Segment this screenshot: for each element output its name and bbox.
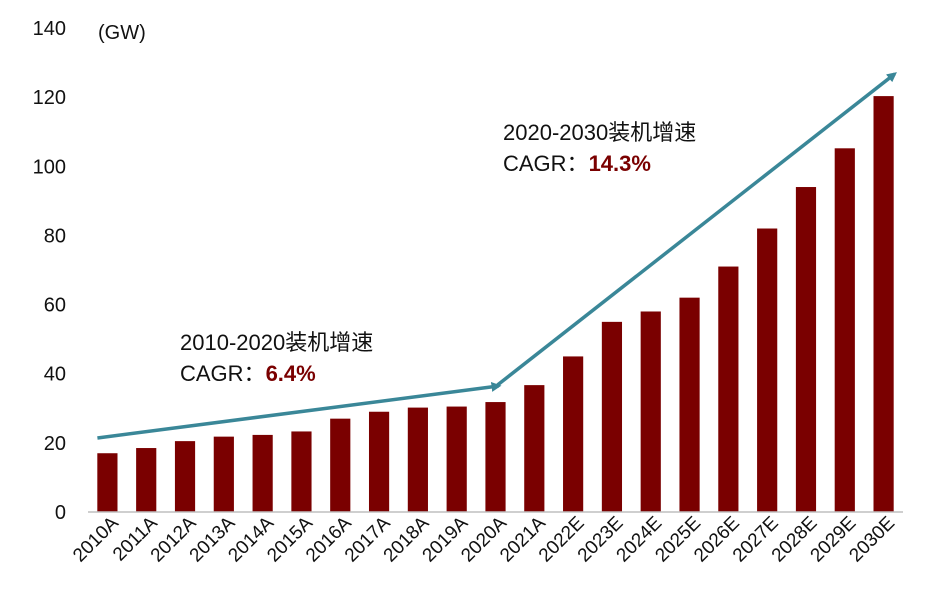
bar-2024E <box>640 311 661 512</box>
bar-2012A <box>174 441 196 512</box>
annotation-2010-2020: 2010-2020装机增速 CAGR：6.4% <box>180 327 373 389</box>
y-axis-ticks: 0 20 40 60 80 100 120 140 <box>33 18 66 524</box>
annotation-2010-2020-title: 2010-2020装机增速 <box>180 330 374 355</box>
bar-2018A <box>407 407 428 512</box>
bar-2029E <box>834 148 855 512</box>
bar-2022E <box>563 356 584 512</box>
annotation-2010-2020-cagr-value: 6.4% <box>265 361 316 386</box>
bar-2011A <box>136 448 157 512</box>
y-tick-label: 140 <box>33 18 66 40</box>
bar-2010A <box>97 453 118 512</box>
annotation-2020-2030-cagr-value: 14.3% <box>588 151 651 176</box>
bar-2027E <box>757 228 778 512</box>
bar-2023E <box>601 321 623 512</box>
x-axis-ticks: 2010A2011A2012A2013A2014A2015A2016A2017A… <box>69 512 899 566</box>
y-tick-label: 80 <box>44 225 66 247</box>
annotation-2020-2030-cagr: CAGR：14.3% <box>503 148 696 179</box>
y-tick-label: 120 <box>33 87 66 109</box>
y-tick-label: 20 <box>44 433 66 455</box>
y-tick-label: 100 <box>33 156 66 178</box>
bar-2020A <box>485 402 506 512</box>
bar-2019A <box>446 406 467 512</box>
bar-2030E <box>873 96 894 512</box>
bar-2016A <box>330 418 351 512</box>
bar-2014A <box>252 434 273 512</box>
bar-2021A <box>524 385 545 512</box>
trend-arrows <box>97 72 897 440</box>
annotation-2020-2030-title: 2020-2030装机增速 <box>503 120 697 145</box>
bar-2026E <box>718 266 739 512</box>
bar-2017A <box>368 411 390 512</box>
annotation-2010-2020-cagr-label: CAGR： <box>180 361 266 386</box>
y-tick-label: 40 <box>44 364 66 386</box>
bars <box>97 96 894 512</box>
annotation-2020-2030: 2020-2030装机增速 CAGR：14.3% <box>503 117 696 179</box>
unit-label: (GW) <box>98 22 146 44</box>
bar-2015A <box>291 431 312 512</box>
bar-2028E <box>795 187 817 512</box>
trend-arrow-2020-2030 <box>496 72 897 387</box>
annotation-2020-2030-cagr-label: CAGR： <box>503 151 589 176</box>
bar-2025E <box>679 297 700 512</box>
x-tick-label: 2010A <box>69 512 123 566</box>
bar-2013A <box>213 436 234 512</box>
annotation-2010-2020-cagr: CAGR：6.4% <box>180 358 373 389</box>
trend-arrow-2010-2020 <box>97 381 502 440</box>
y-tick-label: 60 <box>44 295 66 317</box>
y-tick-label: 0 <box>55 502 66 524</box>
